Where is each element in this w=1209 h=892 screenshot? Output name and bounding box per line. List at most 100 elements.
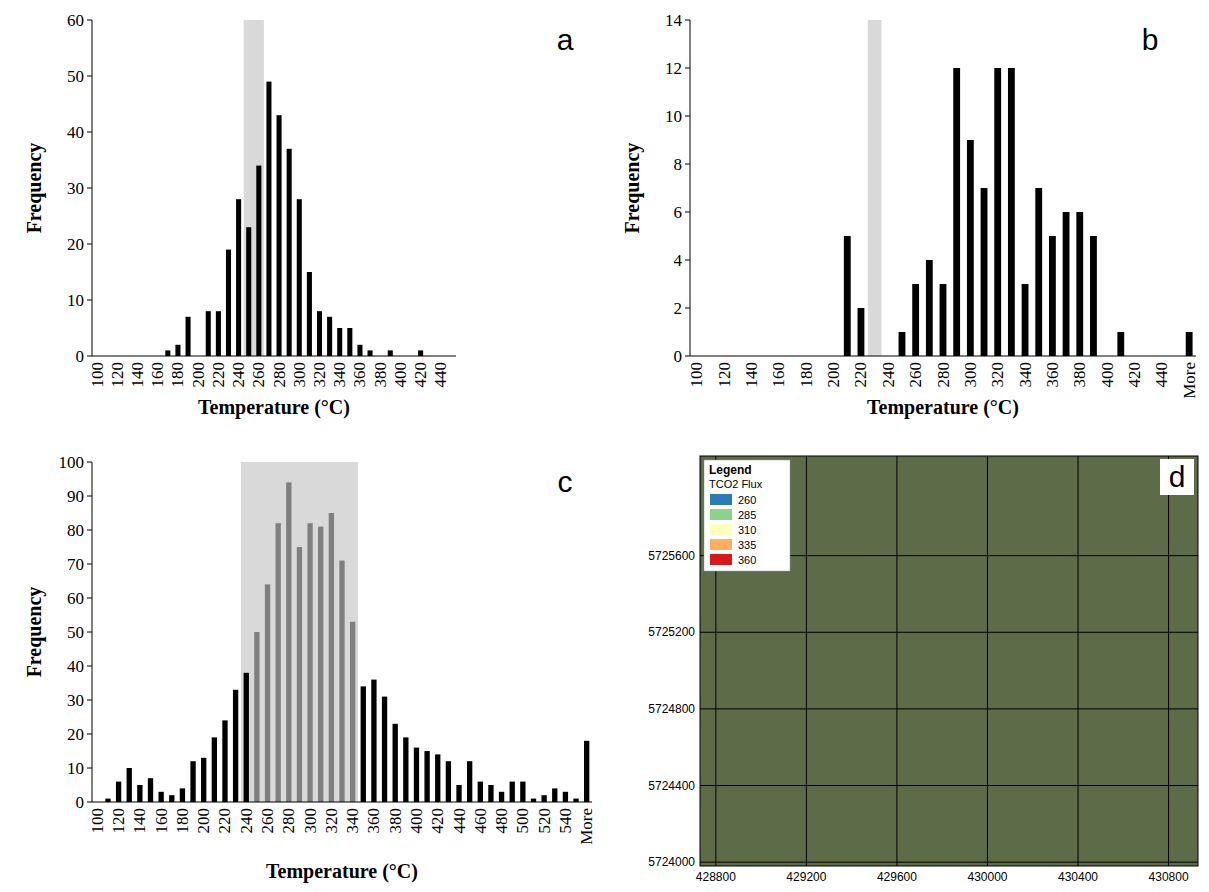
x-tick-label: 400 bbox=[1098, 362, 1117, 388]
x-tick-label: 320 bbox=[988, 362, 1007, 388]
bar bbox=[307, 523, 312, 802]
x-tick-label: 160 bbox=[148, 362, 167, 388]
y-tick-label: 6 bbox=[674, 203, 683, 222]
bar bbox=[1186, 332, 1193, 356]
y-tick bbox=[685, 20, 690, 21]
bar bbox=[116, 782, 121, 802]
bar bbox=[206, 311, 211, 356]
y-tick-label: 70 bbox=[67, 555, 84, 574]
y-tick-label: 0 bbox=[674, 347, 683, 366]
x-tick-label: 420 bbox=[411, 362, 430, 388]
bar bbox=[254, 632, 259, 802]
x-tick-label: 280 bbox=[270, 362, 289, 388]
x-tick-label: 100 bbox=[88, 808, 107, 834]
x-tick-label: 540 bbox=[556, 808, 575, 834]
x-tick-label: 120 bbox=[109, 808, 128, 834]
panel-d: 4288004292004296004300004304004308005724… bbox=[648, 456, 1198, 884]
y-tick-label: 4 bbox=[674, 251, 683, 270]
bar bbox=[307, 272, 312, 356]
y-tick-label: 50 bbox=[67, 623, 84, 642]
bar bbox=[552, 788, 557, 802]
panel-b: 0246810121410012014016018020022024026028… bbox=[621, 11, 1199, 419]
x-tick-label: 140 bbox=[128, 362, 147, 388]
grid-line bbox=[700, 785, 1198, 786]
x-tick-label: 340 bbox=[343, 808, 362, 834]
x-tick-label: 100 bbox=[88, 362, 107, 388]
x-tick-label: 300 bbox=[290, 362, 309, 388]
legend-label: 335 bbox=[738, 539, 756, 551]
bar bbox=[446, 761, 451, 802]
y-tick bbox=[685, 308, 690, 309]
y-tick bbox=[685, 164, 690, 165]
legend-swatch bbox=[710, 554, 732, 565]
y-tick-label: 20 bbox=[67, 725, 84, 744]
bar bbox=[499, 792, 504, 802]
legend-swatch bbox=[710, 509, 732, 520]
y-tick-label: 40 bbox=[67, 123, 84, 142]
bar bbox=[265, 584, 270, 802]
bar bbox=[216, 311, 221, 356]
bar bbox=[510, 782, 515, 802]
map-area bbox=[700, 456, 1198, 866]
y-tick-label: 50 bbox=[67, 67, 84, 86]
x-tick-label: 320 bbox=[310, 362, 329, 388]
shaded-band bbox=[868, 20, 882, 356]
x-axis bbox=[92, 356, 456, 357]
y-tick bbox=[87, 802, 92, 803]
bar bbox=[368, 350, 373, 356]
legend-title: Legend bbox=[709, 463, 752, 477]
y-tick-label: 5724000 bbox=[648, 855, 695, 869]
y-tick bbox=[685, 356, 690, 357]
bar bbox=[844, 236, 851, 356]
x-tick-label: 440 bbox=[431, 362, 450, 388]
y-tick-label: 30 bbox=[67, 179, 84, 198]
y-tick bbox=[87, 700, 92, 701]
bar bbox=[317, 311, 322, 356]
panel-letter-bg bbox=[1160, 459, 1194, 495]
legend-label: 260 bbox=[738, 494, 756, 506]
x-tick-label: 360 bbox=[1043, 362, 1062, 388]
x-tick-label: 140 bbox=[742, 362, 761, 388]
x-tick-label: 380 bbox=[386, 808, 405, 834]
legend-subtitle: TCO2 Flux bbox=[709, 478, 763, 490]
y-tick bbox=[685, 116, 690, 117]
bar bbox=[169, 795, 174, 802]
x-tick-label: 240 bbox=[879, 362, 898, 388]
bar bbox=[520, 782, 525, 802]
y-tick-label: 14 bbox=[665, 11, 683, 30]
y-tick-label: 10 bbox=[67, 759, 84, 778]
legend-swatch bbox=[710, 539, 732, 550]
x-tick-label: 220 bbox=[209, 362, 228, 388]
x-axis bbox=[690, 356, 1196, 357]
bar bbox=[1035, 188, 1042, 356]
bar bbox=[994, 68, 1001, 356]
bar bbox=[981, 188, 988, 356]
bar bbox=[318, 527, 323, 802]
x-tick-label: 400 bbox=[391, 362, 410, 388]
bar bbox=[940, 284, 947, 356]
bar bbox=[276, 523, 281, 802]
y-tick bbox=[87, 356, 92, 357]
y-tick-label: 10 bbox=[665, 107, 682, 126]
x-tick-label: 320 bbox=[322, 808, 341, 834]
y-tick-label: 80 bbox=[67, 521, 84, 540]
x-tick-label: 360 bbox=[364, 808, 383, 834]
y-tick bbox=[87, 188, 92, 189]
y-tick-label: 0 bbox=[76, 793, 85, 812]
y-tick-label: 12 bbox=[665, 59, 682, 78]
y-tick bbox=[87, 496, 92, 497]
bar bbox=[347, 328, 352, 356]
x-tick-label: 200 bbox=[194, 808, 213, 834]
bar bbox=[541, 795, 546, 802]
bar bbox=[388, 350, 393, 356]
bar bbox=[1063, 212, 1070, 356]
y-tick-label: 100 bbox=[59, 453, 85, 472]
y-tick bbox=[87, 20, 92, 21]
bar bbox=[137, 785, 142, 802]
x-tick-label: 380 bbox=[371, 362, 390, 388]
y-tick-label: 40 bbox=[67, 657, 84, 676]
x-tick-label: 300 bbox=[301, 808, 320, 834]
y-tick bbox=[87, 768, 92, 769]
bar bbox=[201, 758, 206, 802]
bar bbox=[297, 199, 302, 356]
